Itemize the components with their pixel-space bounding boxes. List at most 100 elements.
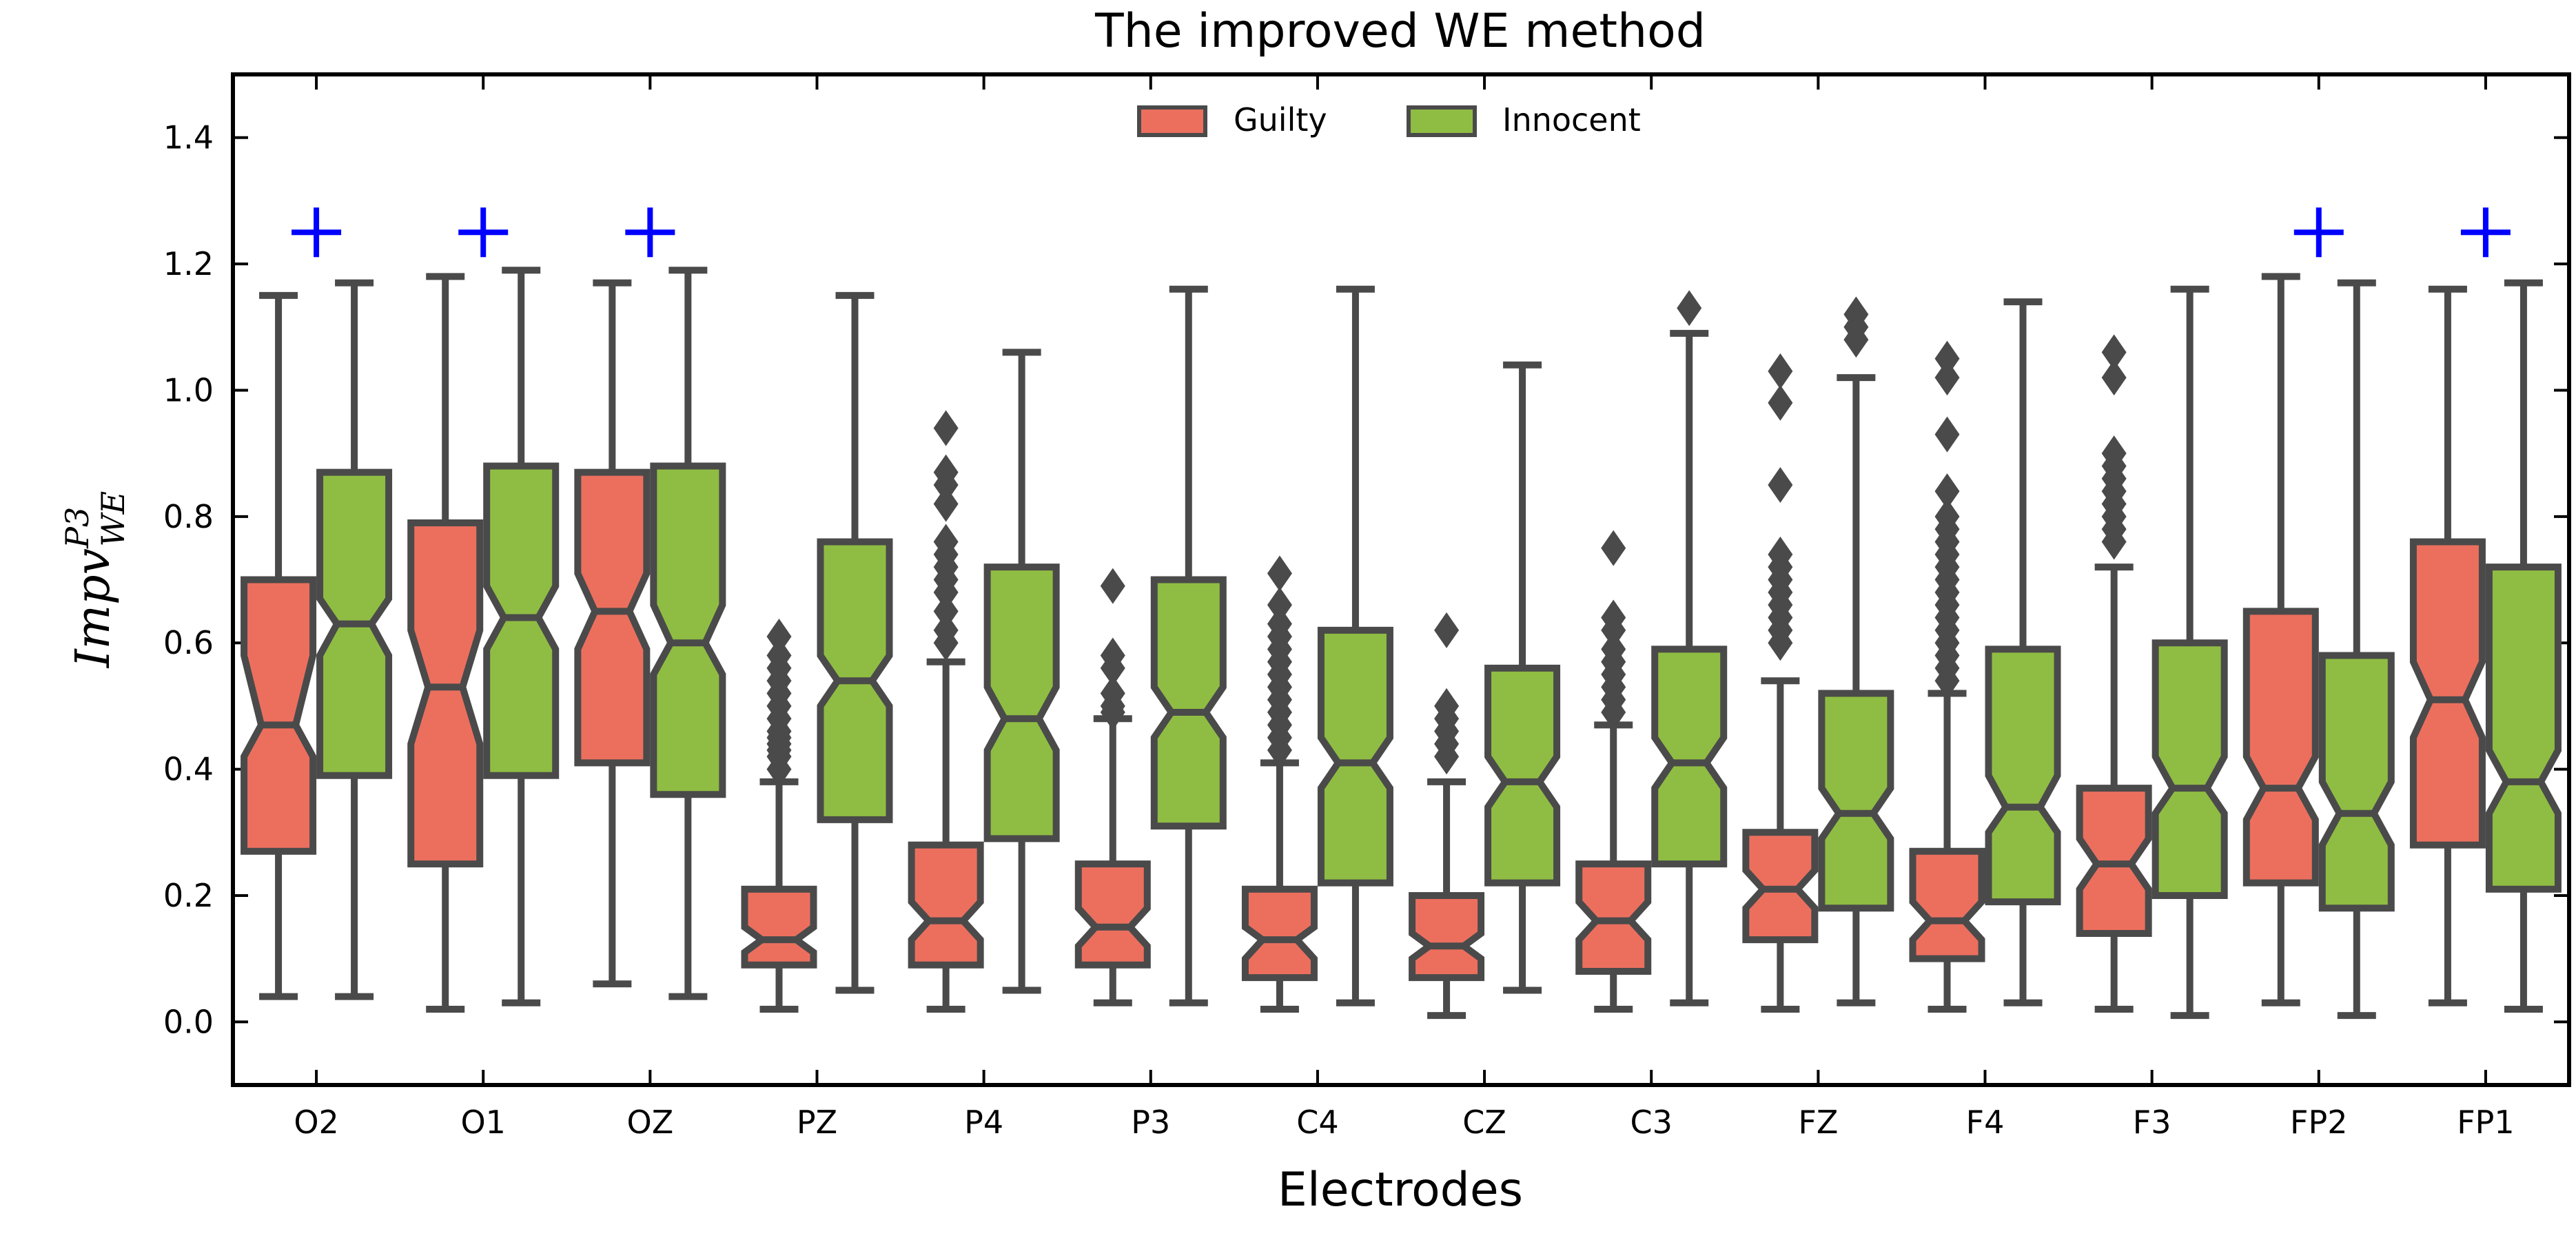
- notched-box: [2318, 652, 2395, 912]
- svg-text:ImpvP3WE: ImpvP3WE: [59, 491, 132, 669]
- x-tick-label: CZ: [1462, 1104, 1506, 1141]
- y-tick-label: 0.8: [163, 498, 214, 535]
- outlier-point: [2101, 334, 2127, 371]
- notched-box: [2485, 564, 2562, 893]
- x-tick-label: OZ: [626, 1104, 673, 1141]
- guilty-box-oz: [574, 279, 651, 988]
- notched-box: [1317, 626, 1393, 887]
- notched-box: [1074, 860, 1151, 969]
- outlier-point: [1100, 675, 1125, 712]
- chart-legend: Guilty Innocent: [1137, 101, 1641, 138]
- y-tick-label: 0.2: [163, 877, 214, 914]
- y-axis-ticks: 0.0 0.2 0.4 0.6 0.8 1.0 1.2 1.4: [163, 119, 2569, 1040]
- significance-plus-fp2: [2293, 207, 2344, 258]
- guilty-box-c4: [1241, 555, 1318, 1013]
- notched-box: [1484, 664, 1561, 887]
- notched-box: [983, 564, 1060, 843]
- outlier-point: [933, 524, 959, 560]
- x-tick-label: P4: [964, 1104, 1003, 1141]
- x-tick-label: PZ: [797, 1104, 837, 1141]
- x-tick-label: FP1: [2457, 1104, 2514, 1141]
- outlier-point: [1601, 599, 1626, 636]
- x-tick-label: P3: [1131, 1104, 1170, 1141]
- x-tick-label: FZ: [1798, 1104, 1838, 1141]
- chart-title: The improved WE method: [1094, 4, 1706, 59]
- box-group-layer: [241, 267, 2562, 1020]
- y-axis-label: ImpvP3WE: [59, 491, 132, 669]
- innocent-box-f4: [1985, 298, 2061, 1006]
- outlier-point: [933, 454, 959, 490]
- guilty-box-f3: [2076, 334, 2152, 1013]
- outlier-point: [1934, 360, 1960, 396]
- innocent-box-oz: [650, 267, 726, 1000]
- x-tick-label: FP2: [2290, 1104, 2347, 1141]
- notched-box: [241, 576, 317, 855]
- y-tick-label: 0.4: [163, 751, 214, 788]
- outlier-point: [1434, 612, 1460, 648]
- outlier-point: [1601, 530, 1626, 566]
- innocent-box-fz: [1818, 296, 1894, 1006]
- innocent-box-pz: [817, 291, 893, 994]
- notched-box: [1409, 891, 1485, 982]
- y-axis-label-superscript: P3: [59, 507, 96, 549]
- outlier-point: [1677, 290, 1702, 327]
- innocent-box-o2: [316, 279, 393, 1000]
- significance-plus-oz: [625, 207, 675, 258]
- y-tick-label: 0.6: [163, 624, 214, 661]
- x-tick-label: O1: [460, 1104, 505, 1141]
- innocent-box-fp1: [2485, 279, 2562, 1013]
- x-tick-label: C4: [1296, 1104, 1338, 1141]
- innocent-box-p4: [983, 349, 1060, 994]
- guilty-box-cz: [1409, 612, 1485, 1020]
- y-axis-label-base: Impv: [66, 548, 121, 669]
- outlier-point: [933, 612, 959, 648]
- guilty-box-o1: [407, 273, 484, 1013]
- notched-box: [1909, 847, 1985, 962]
- guilty-box-f4: [1909, 340, 1985, 1013]
- notched-box: [741, 885, 817, 969]
- notched-box: [1985, 645, 2061, 906]
- x-axis-ticks: O2 O1 OZ PZ P4 P3 C4 CZ C3 FZ F4 F3 FP2 FP1: [294, 74, 2515, 1141]
- outlier-point: [1601, 631, 1626, 668]
- outlier-point: [1934, 498, 1960, 535]
- y-tick-label: 0.0: [163, 1003, 214, 1040]
- guilty-box-o2: [241, 291, 317, 1000]
- y-axis-label-subscript: WE: [94, 491, 132, 547]
- legend-swatch-guilty: [1137, 105, 1207, 137]
- legend-swatch-innocent: [1407, 105, 1477, 137]
- innocent-box-c4: [1317, 285, 1393, 1006]
- innocent-box-fp2: [2318, 279, 2395, 1020]
- innocent-box-o1: [483, 267, 560, 1006]
- outlier-point: [1267, 555, 1292, 592]
- notched-box: [2409, 538, 2486, 849]
- outlier-point: [933, 593, 959, 630]
- outlier-point: [1934, 416, 1960, 453]
- guilty-box-fp1: [2409, 285, 2486, 1006]
- notched-box: [1150, 576, 1227, 830]
- plot-area-frame: [231, 72, 2571, 1087]
- outlier-point: [766, 637, 792, 674]
- legend-label-guilty: Guilty: [1234, 101, 1327, 138]
- outlier-point: [1100, 637, 1125, 674]
- outlier-point: [2101, 435, 2127, 472]
- notched-box: [2242, 608, 2319, 887]
- notched-box: [574, 468, 651, 767]
- significance-plus-o1: [458, 207, 509, 258]
- x-tick-label: F3: [2133, 1104, 2171, 1141]
- innocent-box-cz: [1484, 361, 1561, 994]
- outlier-point: [1434, 688, 1460, 724]
- y-tick-label: 1.4: [163, 119, 214, 156]
- outlier-point: [766, 619, 792, 655]
- outlier-point: [1934, 473, 1960, 510]
- outlier-point: [1843, 296, 1869, 333]
- innocent-box-p3: [1150, 285, 1227, 1006]
- significance-plus-o2: [292, 207, 342, 258]
- notched-box: [407, 519, 484, 868]
- guilty-box-pz: [741, 619, 817, 1013]
- guilty-box-c3: [1575, 530, 1652, 1013]
- significance-markers: [292, 207, 2511, 258]
- notched-box: [908, 841, 984, 969]
- notched-box: [2151, 639, 2228, 899]
- y-tick-label: 1.0: [163, 371, 214, 409]
